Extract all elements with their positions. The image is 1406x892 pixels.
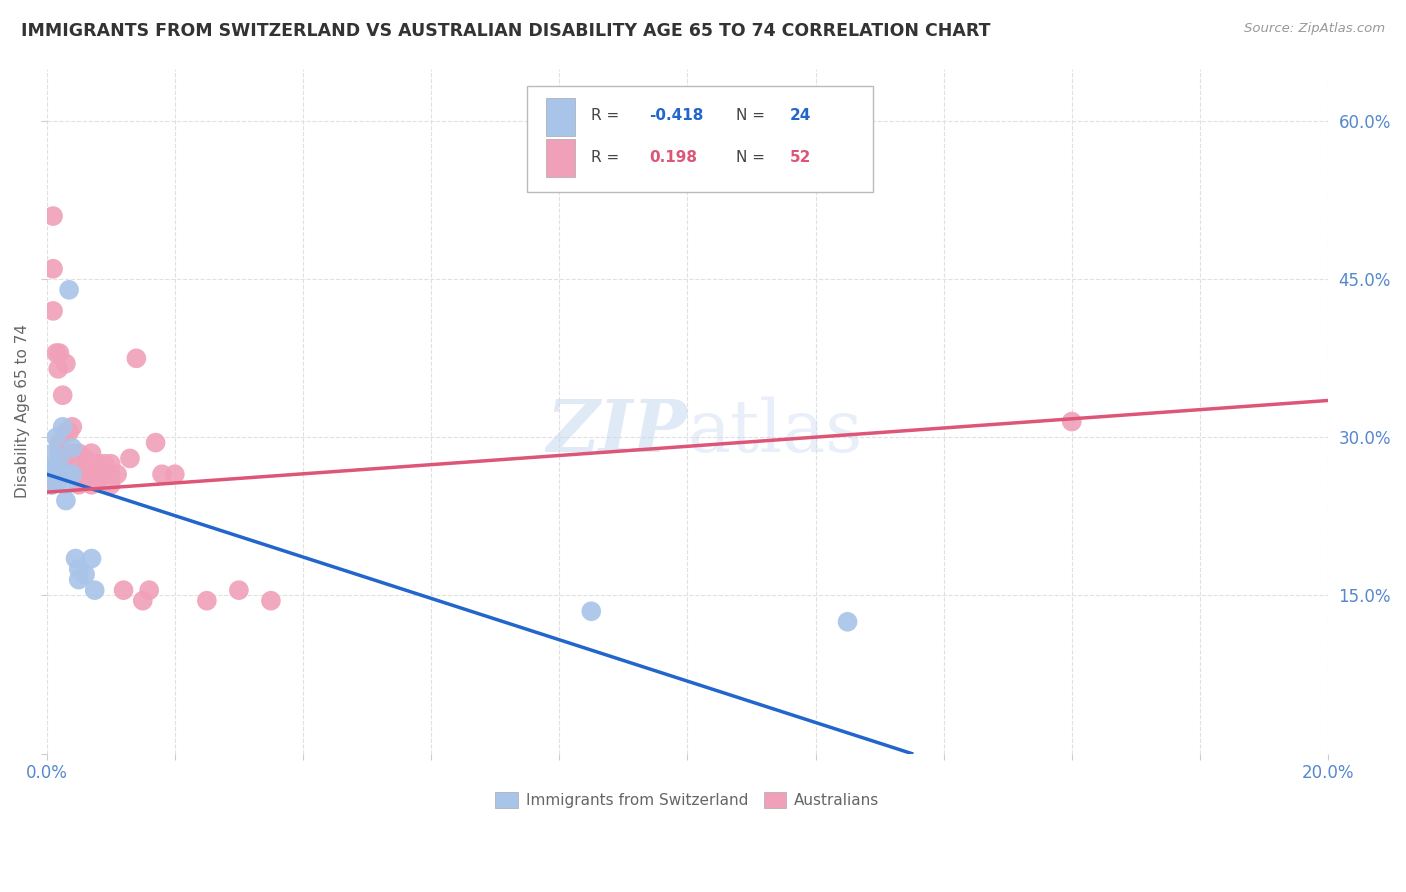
Point [118, 451, 141, 466]
Point [100, 457, 122, 471]
Point [93, 467, 115, 482]
Text: IMMIGRANTS FROM SWITZERLAND VS AUSTRALIAN DISABILITY AGE 65 TO 74 CORRELATION CH: IMMIGRANTS FROM SWITZERLAND VS AUSTRALIA… [21, 22, 991, 40]
Point [45, 346, 67, 360]
Bar [547, 139, 575, 177]
Point [55, 477, 77, 491]
Point [58, 425, 80, 439]
Point [67, 562, 90, 576]
Point [60, 467, 83, 482]
Point [228, 583, 250, 598]
Point [87, 473, 110, 487]
Point [80, 551, 103, 566]
Point [67, 467, 90, 482]
Point [48, 473, 70, 487]
Point [48, 446, 70, 460]
Point [112, 583, 135, 598]
Text: R =: R = [592, 150, 624, 165]
Point [60, 441, 83, 455]
Point [105, 467, 128, 482]
Point [41, 477, 63, 491]
Text: ZIP: ZIP [547, 396, 688, 467]
Point [60, 446, 83, 460]
Point [55, 451, 77, 466]
Point [80, 446, 103, 460]
Point [38, 462, 60, 476]
Text: 0.198: 0.198 [650, 150, 697, 165]
Point [260, 593, 283, 607]
Point [55, 425, 77, 439]
Point [46, 467, 69, 482]
Bar [547, 98, 575, 136]
Point [75, 462, 97, 476]
Point [75, 451, 97, 466]
Point [125, 351, 148, 366]
Point [65, 551, 87, 566]
Point [42, 209, 65, 223]
Point [67, 573, 90, 587]
Point [58, 283, 80, 297]
Text: 24: 24 [790, 108, 811, 122]
Point [55, 357, 77, 371]
Text: N =: N = [737, 150, 770, 165]
Point [145, 435, 167, 450]
Point [67, 446, 90, 460]
Point [837, 615, 859, 629]
Point [75, 473, 97, 487]
Point [48, 451, 70, 466]
Point [100, 467, 122, 482]
Point [52, 467, 75, 482]
Point [87, 457, 110, 471]
Text: Source: ZipAtlas.com: Source: ZipAtlas.com [1244, 22, 1385, 36]
Point [150, 467, 173, 482]
Point [581, 604, 603, 618]
Point [46, 362, 69, 376]
Point [132, 593, 155, 607]
Point [80, 477, 103, 491]
Point [52, 388, 75, 402]
Point [38, 467, 60, 482]
Point [70, 473, 93, 487]
Point [60, 467, 83, 482]
Point [45, 430, 67, 444]
Point [48, 435, 70, 450]
Point [67, 477, 90, 491]
Point [48, 462, 70, 476]
Point [55, 493, 77, 508]
Legend: Immigrants from Switzerland, Australians: Immigrants from Switzerland, Australians [489, 786, 886, 814]
Text: 52: 52 [790, 150, 811, 165]
Text: R =: R = [592, 108, 624, 122]
Text: N =: N = [737, 108, 770, 122]
Point [83, 583, 105, 598]
Point [42, 446, 65, 460]
FancyBboxPatch shape [527, 86, 873, 192]
Point [1060, 415, 1083, 429]
Point [93, 457, 115, 471]
Point [55, 467, 77, 482]
Point [195, 593, 218, 607]
Point [52, 420, 75, 434]
Point [60, 420, 83, 434]
Point [100, 477, 122, 491]
Text: -0.418: -0.418 [650, 108, 703, 122]
Point [80, 467, 103, 482]
Y-axis label: Disability Age 65 to 74: Disability Age 65 to 74 [15, 324, 30, 498]
Point [55, 467, 77, 482]
Point [41, 477, 63, 491]
Text: atlas: atlas [688, 396, 863, 467]
Point [48, 346, 70, 360]
Point [138, 583, 160, 598]
Point [75, 567, 97, 582]
Point [42, 261, 65, 276]
Point [163, 467, 186, 482]
Point [42, 304, 65, 318]
Point [44, 462, 66, 476]
Point [38, 462, 60, 476]
Point [65, 451, 87, 466]
